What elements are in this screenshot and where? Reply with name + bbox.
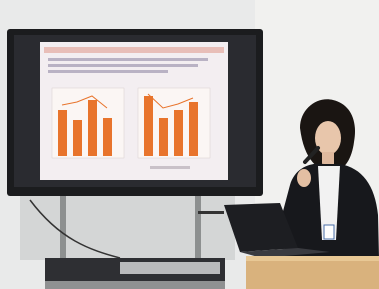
slide-chart-left: [52, 88, 124, 158]
bar: [103, 118, 112, 156]
bar: [73, 120, 82, 156]
slide-text: [48, 64, 198, 67]
pointer: [198, 211, 224, 214]
stand-pole: [195, 195, 201, 265]
slide-chart-right: [138, 88, 210, 158]
bar: [174, 110, 183, 156]
hand: [297, 169, 311, 187]
bar: [189, 102, 198, 156]
slide-footnote: [150, 166, 190, 169]
bar: [88, 100, 97, 156]
stand-pole: [60, 195, 66, 265]
slide-text: [48, 70, 168, 73]
bar: [159, 118, 168, 156]
slide-title: [44, 47, 224, 53]
av-panel: [120, 262, 220, 274]
bar: [144, 96, 153, 156]
badge: [324, 225, 334, 239]
bar: [58, 110, 67, 156]
neck: [322, 152, 334, 166]
photo: [0, 0, 379, 289]
podium-edge: [246, 256, 379, 261]
shelf: [45, 281, 225, 289]
slide-text: [48, 58, 208, 61]
